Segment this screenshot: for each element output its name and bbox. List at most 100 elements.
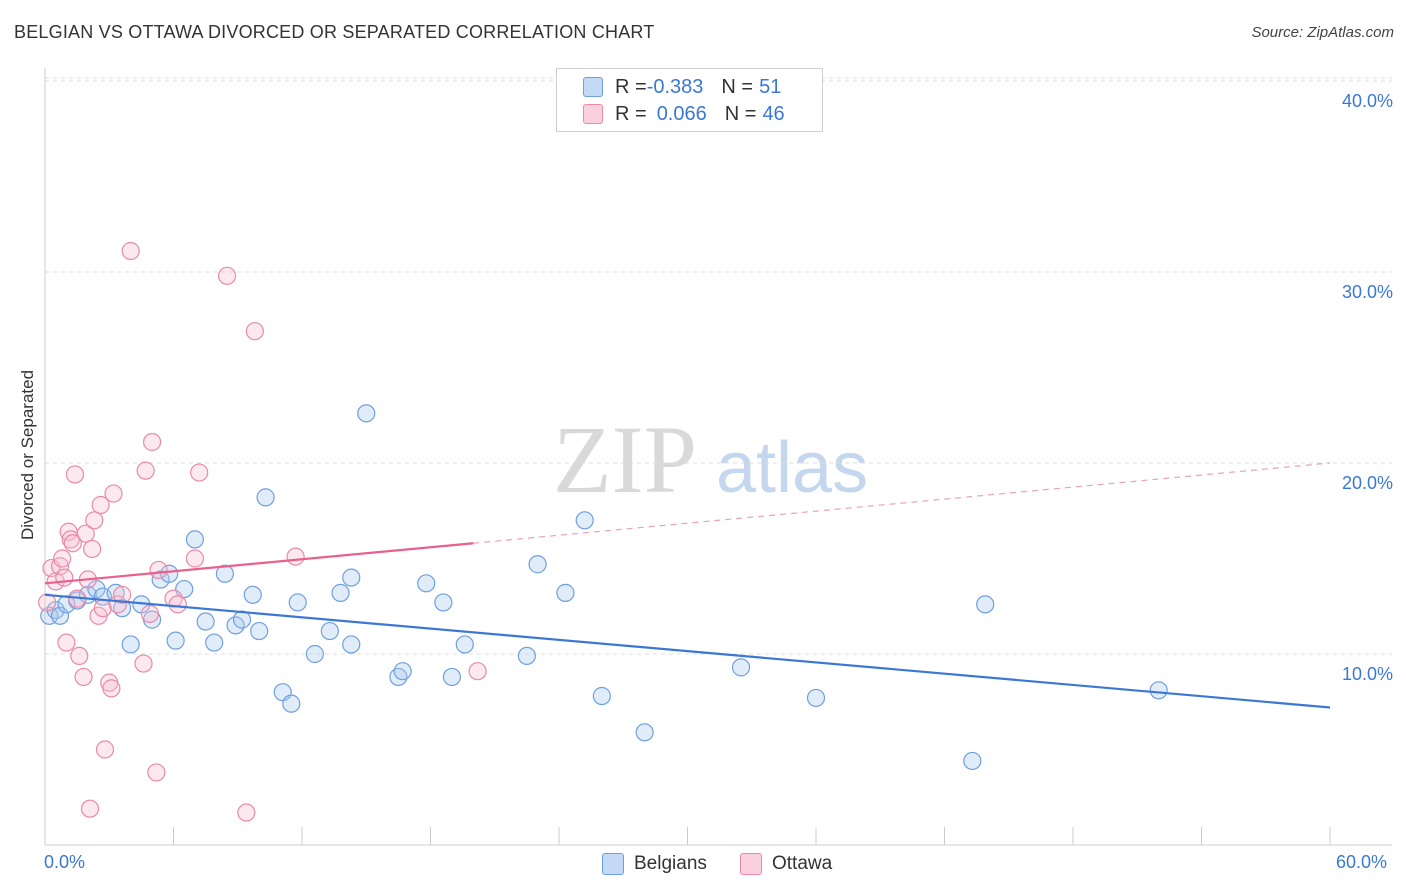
point-belgians [434,593,453,612]
point-belgians [455,635,474,654]
point-ottawa [147,763,166,782]
point-ottawa [85,511,104,530]
point-belgians [288,593,307,612]
point-belgians [256,488,275,507]
watermark-zip: ZIP [553,406,697,513]
point-ottawa [53,549,72,568]
point-ottawa [93,599,112,618]
point-belgians [417,574,436,593]
y-tick-label: 30.0% [1342,282,1393,302]
point-belgians [50,606,70,625]
point-belgians [196,612,215,631]
bottom-legend-swatch-ottawa [740,853,762,875]
point-ottawa [149,560,168,580]
point-belgians [357,404,376,423]
point-belgians [205,633,224,652]
point-ottawa [190,463,209,482]
point-belgians [731,658,751,677]
point-belgians [976,595,995,614]
point-belgians [963,751,982,771]
point-belgians [342,635,361,654]
point-ottawa [63,534,82,553]
legend-r-label: R = [615,75,647,98]
point-ottawa [76,524,95,543]
point-belgians [243,585,262,604]
y-tick-label: 20.0% [1342,473,1393,493]
point-ottawa [468,662,487,681]
bottom-legend-swatch-belgians [602,853,624,875]
point-ottawa [286,547,305,566]
point-ottawa [57,633,76,652]
point-belgians [166,631,185,650]
point-ottawa [91,495,110,515]
legend-n-label: N = [724,102,757,125]
legend-n-label: N = [721,75,754,98]
point-belgians [331,583,350,602]
bottom-legend-belgians: Belgians [602,852,707,876]
point-ottawa [142,432,162,452]
legend-swatch-belgians [583,77,603,97]
legend-row-belgians: R = -0.383 N = 51 [583,75,781,99]
point-ottawa [245,322,264,341]
point-ottawa [112,585,132,604]
point-belgians [342,568,361,587]
point-belgians [282,694,301,713]
point-belgians [1149,681,1168,700]
bottom-legend-ottawa: Ottawa [740,852,832,876]
trendline-belgians [44,593,1331,709]
point-ottawa [95,740,115,759]
point-ottawa [185,549,205,568]
point-ottawa [134,654,153,673]
y-tick-label: 40.0% [1342,91,1393,111]
point-ottawa [55,568,74,587]
x-tick-min: 0.0% [44,852,86,872]
point-belgians [635,723,654,742]
point-ottawa [104,484,123,503]
legend-r-value: 0.066 [656,102,707,125]
point-ottawa [74,667,93,687]
bottom-legend-label-ottawa: Ottawa [772,853,833,874]
point-ottawa [217,266,237,285]
source-label: Source: ZipAtlas.com [1251,24,1394,41]
point-belgians [160,564,179,583]
trendline-ottawa [44,542,474,585]
point-belgians [517,646,536,666]
point-ottawa [65,465,85,484]
point-ottawa [80,799,100,818]
legend-n-value: 46 [762,102,785,125]
point-ottawa [121,241,140,261]
point-ottawa [168,595,187,614]
point-belgians [393,662,412,681]
y-tick-label: 10.0% [1342,664,1393,684]
point-ottawa [237,803,256,822]
point-belgians [121,635,140,654]
point-belgians [305,644,324,664]
point-belgians [528,555,547,574]
point-belgians [185,530,205,549]
point-ottawa [83,539,102,559]
point-belgians [592,686,611,706]
bottom-legend-label-belgians: Belgians [634,853,707,874]
correlation-legend: R = -0.383 N = 51 R = 0.066 N = 46 [556,68,823,132]
chart-title: BELGIAN VS OTTAWA DIVORCED OR SEPARATED … [14,22,655,42]
legend-n-value: 51 [759,75,782,98]
point-belgians [442,667,462,687]
point-ottawa [70,646,89,666]
point-belgians [806,688,826,708]
y-axis-label: Divorced or Separated [18,369,37,541]
trendline-ottawa-extension [473,462,1331,544]
legend-r-label: R = [615,102,647,125]
point-belgians [556,583,575,602]
legend-swatch-ottawa [583,104,603,124]
point-belgians [250,621,269,641]
point-ottawa [102,679,121,698]
point-belgians [320,621,339,641]
x-tick-max: 60.0% [1336,852,1388,872]
point-ottawa [140,604,160,623]
legend-r-value: -0.383 [646,75,704,98]
point-ottawa [136,461,155,480]
legend-row-ottawa: R = 0.066 N = 46 [583,102,785,126]
point-belgians [215,564,234,583]
point-belgians [575,511,594,530]
